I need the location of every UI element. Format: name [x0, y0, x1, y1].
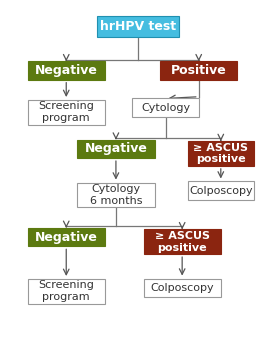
FancyBboxPatch shape [188, 141, 254, 166]
FancyBboxPatch shape [28, 100, 105, 125]
Text: Screening
program: Screening program [38, 101, 94, 123]
Text: Cytology
6 months: Cytology 6 months [90, 184, 142, 206]
FancyBboxPatch shape [144, 279, 221, 297]
FancyBboxPatch shape [144, 229, 221, 254]
Text: hrHPV test: hrHPV test [100, 20, 176, 33]
Text: Negative: Negative [84, 143, 147, 155]
Text: Cytology: Cytology [141, 103, 190, 113]
FancyBboxPatch shape [28, 279, 105, 304]
Text: Colposcopy: Colposcopy [189, 186, 253, 196]
FancyBboxPatch shape [188, 181, 254, 200]
Text: Positive: Positive [171, 64, 227, 77]
FancyBboxPatch shape [28, 61, 105, 80]
FancyBboxPatch shape [77, 140, 155, 158]
Text: ≥ ASCUS
positive: ≥ ASCUS positive [155, 231, 210, 253]
Text: ≥ ASCUS
positive: ≥ ASCUS positive [193, 143, 248, 164]
FancyBboxPatch shape [97, 16, 179, 37]
Text: Screening
program: Screening program [38, 280, 94, 302]
Text: Negative: Negative [35, 64, 98, 77]
Text: Negative: Negative [35, 231, 98, 244]
FancyBboxPatch shape [160, 61, 237, 80]
FancyBboxPatch shape [28, 228, 105, 246]
Text: Colposcopy: Colposcopy [150, 283, 214, 293]
FancyBboxPatch shape [77, 183, 155, 207]
FancyBboxPatch shape [132, 98, 199, 117]
